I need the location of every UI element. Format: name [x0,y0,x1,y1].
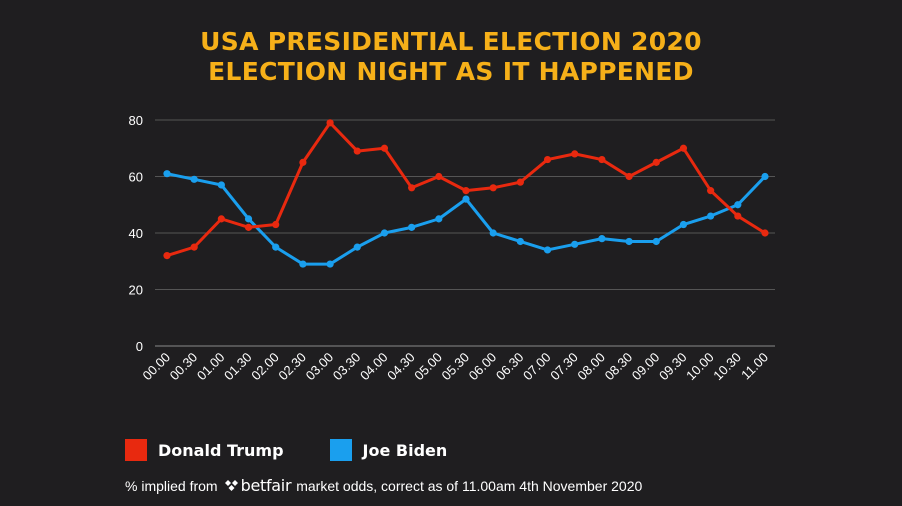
data-point-joe-biden [625,237,633,246]
x-tick-label: 10.30 [710,350,744,384]
data-point-joe-biden [353,243,361,251]
footnote-prefix: % implied from [125,477,218,494]
x-tick-label: 09.30 [656,350,690,384]
data-point-joe-biden [707,212,715,220]
data-point-joe-biden [652,237,660,246]
line-chart: 0 20 40 60 80 00.0000.3001.0001.3002.0002.30… [129,113,775,384]
data-point-joe-biden [244,215,253,223]
x-tick-label: 03.00 [303,350,337,384]
data-point-donald-trump [408,184,416,192]
chart-title-line-1: USA PRESIDENTIAL ELECTION 2020 [200,27,702,56]
data-point-joe-biden [272,243,280,251]
data-point-joe-biden [679,220,688,229]
x-tick-label: 05.00 [411,350,445,384]
data-point-donald-trump [435,172,443,181]
data-point-joe-biden [761,172,769,181]
data-point-joe-biden [326,260,334,268]
y-tick-label: 60 [129,170,143,185]
y-tick-label: 20 [129,283,143,298]
data-point-joe-biden [462,195,470,203]
x-tick-label: 07.30 [547,350,581,384]
series-joe-biden [163,170,769,268]
data-point-donald-trump [543,155,552,164]
grid-lines [155,119,775,347]
x-tick-label: 04.30 [384,350,418,384]
x-tick-label: 10.00 [683,350,717,384]
betfair-logo-icon [224,479,238,491]
data-point-donald-trump [326,119,334,127]
data-point-joe-biden [163,170,171,178]
data-point-joe-biden [489,229,497,237]
x-tick-label: 06.30 [493,350,527,384]
data-point-donald-trump [652,158,660,166]
data-point-joe-biden [408,223,416,231]
x-tick-label: 01.30 [221,350,255,384]
data-point-donald-trump [299,158,307,166]
legend-swatch-biden [329,439,352,461]
data-point-joe-biden [734,201,742,209]
x-tick-label: 04.00 [357,350,391,384]
data-point-donald-trump [761,229,769,237]
x-tick-label: 03.30 [330,350,364,384]
x-tick-label: 08.30 [602,350,636,384]
data-point-joe-biden [543,246,552,254]
betfair-logo-text: betfair [240,476,292,495]
legend-label-biden: Joe Biden [362,440,448,460]
legend-item-trump: Donald Trump [125,439,284,461]
data-point-donald-trump [163,252,171,260]
data-point-donald-trump [734,212,742,220]
y-axis-ticks: 0 20 40 60 80 [129,113,143,354]
legend-item-biden: Joe Biden [329,439,448,461]
x-axis-ticks: 00.0000.3001.0001.3002.0002.3003.0003.30… [140,350,772,384]
data-point-donald-trump [244,223,253,231]
data-point-donald-trump [625,172,633,181]
x-tick-label: 06.00 [466,350,500,384]
legend-label-trump: Donald Trump [158,440,284,460]
x-tick-label: 01.00 [194,350,228,384]
x-tick-label: 02.00 [248,350,282,384]
x-tick-label: 08.00 [574,350,608,384]
data-point-joe-biden [299,260,307,268]
y-tick-label: 80 [129,113,143,128]
data-point-donald-trump [707,187,715,195]
data-point-donald-trump [380,144,389,152]
data-point-joe-biden [380,229,389,237]
data-point-donald-trump [516,178,524,186]
legend-swatch-trump [125,439,147,461]
data-point-joe-biden [217,181,225,189]
data-point-donald-trump [272,220,280,229]
x-tick-label: 05.30 [439,350,473,384]
footnote-suffix: market odds, correct as of 11.00am 4th N… [296,477,643,494]
legend: Donald Trump Joe Biden [125,439,493,461]
data-point-joe-biden [516,237,524,246]
y-tick-label: 40 [129,226,143,241]
series-layer [163,119,769,268]
data-point-donald-trump [353,147,361,155]
data-point-joe-biden [190,175,198,183]
chart-title-line-2: ELECTION NIGHT AS IT HAPPENED [208,57,694,86]
x-tick-label: 09.00 [629,350,663,384]
data-point-donald-trump [190,243,198,251]
data-point-joe-biden [435,215,443,223]
footnote: % implied from betfair market odds, corr… [125,476,642,495]
data-point-donald-trump [489,184,497,192]
series-donald-trump [163,119,769,260]
y-tick-label: 0 [136,339,143,354]
x-tick-label: 11.00 [738,350,771,383]
x-tick-label: 00.00 [140,350,174,384]
x-tick-label: 02.30 [275,350,309,384]
data-point-donald-trump [462,187,470,195]
x-tick-label: 00.30 [167,350,201,384]
x-tick-label: 07.00 [520,350,554,384]
data-point-joe-biden [598,235,606,243]
data-point-joe-biden [571,240,579,248]
data-point-donald-trump [217,215,225,223]
data-point-donald-trump [679,144,688,152]
betfair-logo: betfair [224,476,292,495]
data-point-donald-trump [571,150,579,158]
data-point-donald-trump [598,155,606,164]
